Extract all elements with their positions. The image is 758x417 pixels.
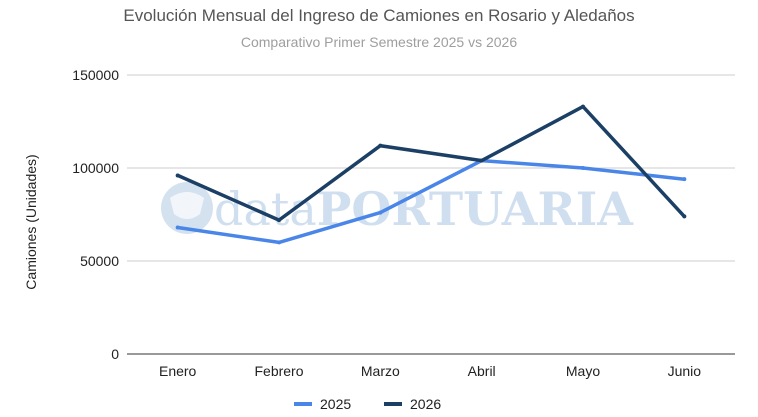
data-point-2026[interactable] <box>378 143 383 148</box>
data-point-2026[interactable] <box>277 218 281 223</box>
legend-label: 2026 <box>410 396 441 412</box>
legend-item-2025[interactable]: 2025 <box>294 396 351 412</box>
watermark-text: dataPORTUARIA <box>214 182 634 236</box>
watermark-bold: PORTUARIA <box>317 182 634 236</box>
data-point-2026[interactable] <box>581 104 585 109</box>
data-point-2025[interactable] <box>175 225 180 230</box>
chart-subtitle: Comparativo Primer Semestre 2025 vs 2026 <box>241 34 517 50</box>
y-axis-title: Camiones (Unidades) <box>23 154 39 289</box>
data-point-2026[interactable] <box>479 158 484 163</box>
data-point-2025[interactable] <box>277 240 281 245</box>
series-line-2025[interactable] <box>175 158 687 245</box>
watermark-light: data <box>214 182 317 236</box>
legend-label: 2025 <box>320 396 351 412</box>
data-point-2025[interactable] <box>581 166 585 170</box>
y-tick-label: 0 <box>111 346 119 362</box>
chart-title: Evolución Mensual del Ingreso de Camione… <box>123 6 634 25</box>
y-axis-ticks: 0 50000 100000 150000 <box>72 67 119 362</box>
x-axis-ticks: Enero Febrero Marzo Abril Mayo Junio <box>159 363 701 379</box>
series-line-2026[interactable] <box>175 104 687 222</box>
data-point-2025[interactable] <box>378 210 383 215</box>
x-tick-label: Mayo <box>566 363 600 379</box>
legend[interactable]: 2025 2026 <box>294 396 441 412</box>
x-tick-label: Enero <box>159 363 197 379</box>
series-lines <box>175 104 687 245</box>
x-tick-label: Abril <box>468 363 496 379</box>
legend-item-2026[interactable]: 2026 <box>384 396 441 412</box>
watermark: dataPORTUARIA <box>161 182 634 236</box>
y-tick-label: 100000 <box>72 160 119 176</box>
port-logo-icon <box>161 182 213 234</box>
x-tick-label: Marzo <box>361 363 400 379</box>
data-point-2026[interactable] <box>175 173 180 178</box>
y-tick-label: 150000 <box>72 67 119 83</box>
x-tick-label: Febrero <box>254 363 303 379</box>
gridlines <box>127 74 735 355</box>
y-tick-label: 50000 <box>80 253 119 269</box>
data-point-2025[interactable] <box>682 177 687 182</box>
data-point-2026[interactable] <box>682 214 687 219</box>
x-tick-label: Junio <box>668 363 702 379</box>
